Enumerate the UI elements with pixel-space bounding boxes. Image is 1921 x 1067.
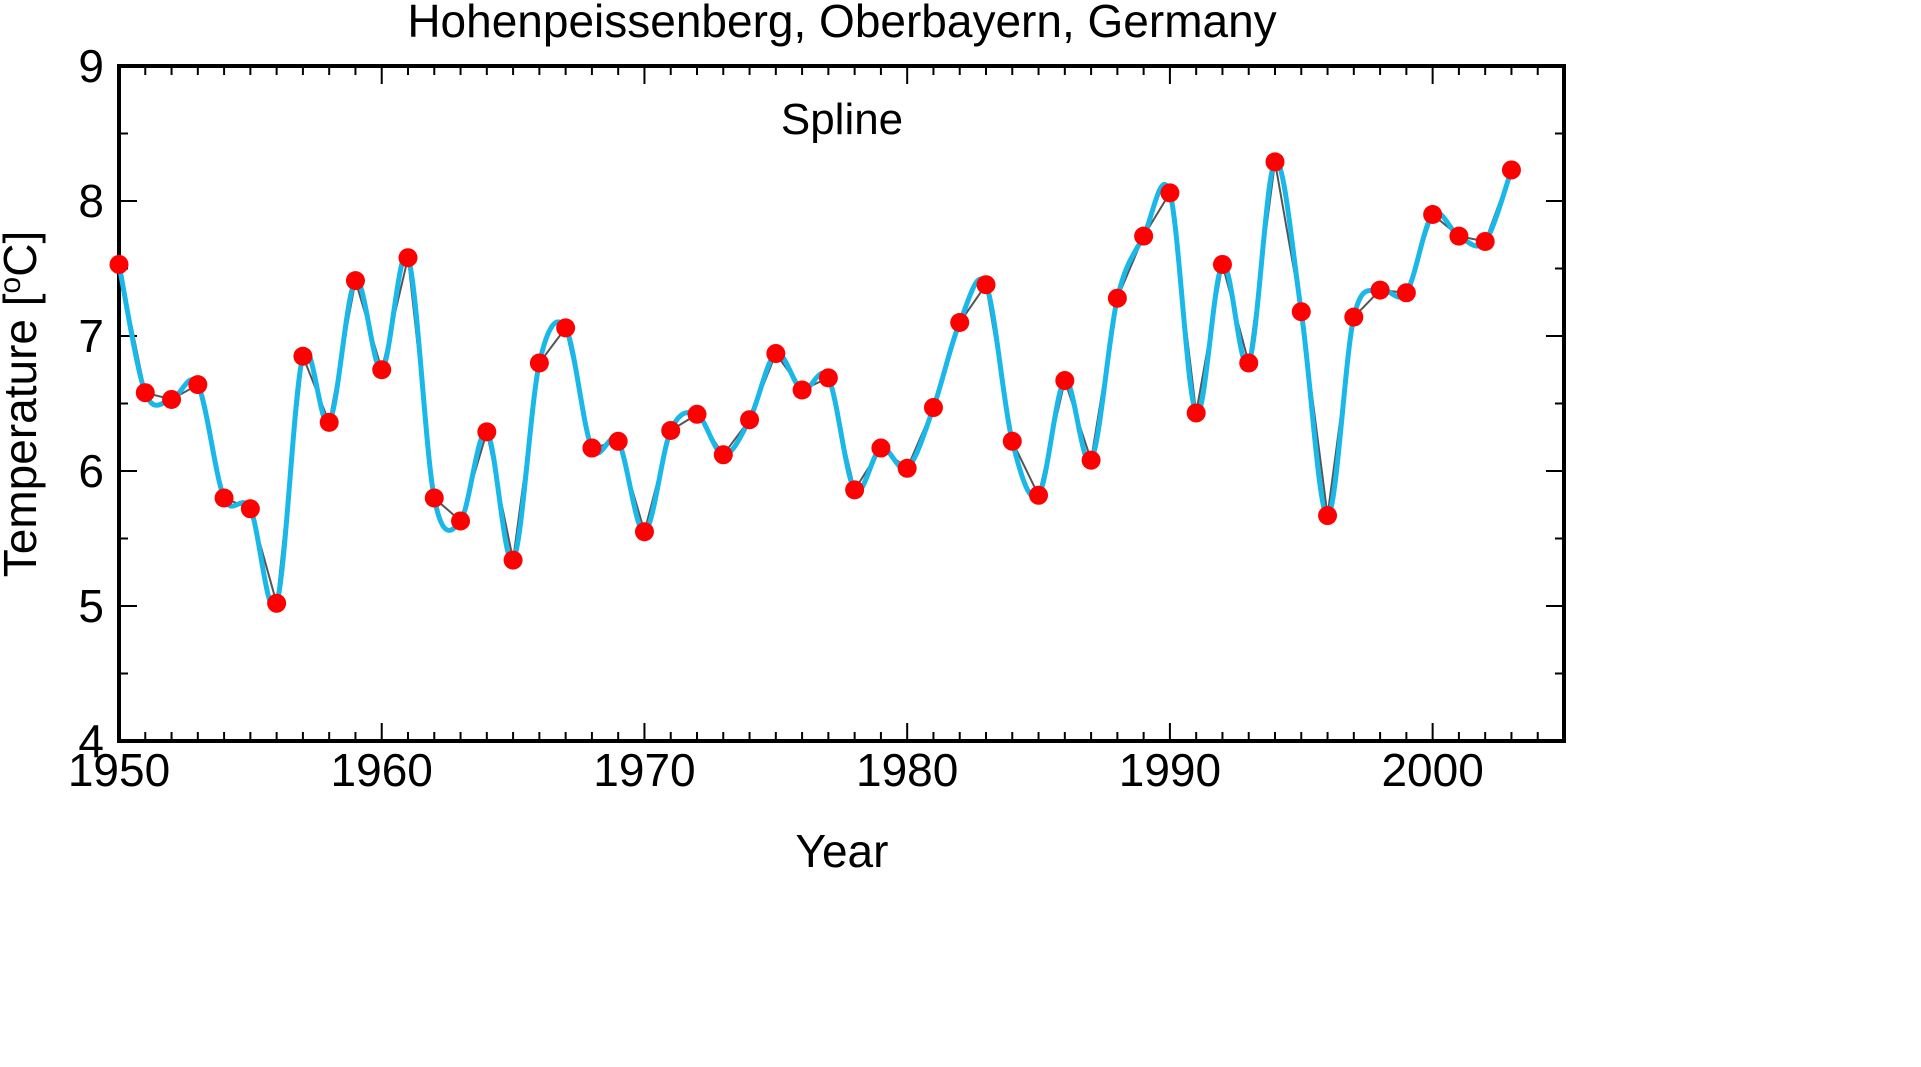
x-tick-label: 1960 [331,744,433,796]
y-tick-label: 8 [78,175,104,227]
data-point [1449,226,1469,246]
data-point [1107,288,1127,308]
data-point [109,254,129,274]
data-point [1475,232,1495,251]
data-point [503,550,523,570]
data-point [1081,450,1101,470]
data-point [556,318,576,338]
data-markers [109,152,1521,613]
x-tick-labels: 1950 1960 1970 1980 1990 2000 [68,744,1484,796]
data-point [1291,302,1311,322]
y-axis-label-superscript: o [0,277,27,294]
data-point [740,410,760,430]
y-tick-label: 9 [78,40,104,92]
data-point [818,368,838,388]
data-point [451,511,471,531]
data-point [1370,280,1390,300]
data-point [582,438,602,458]
data-point [976,275,996,295]
data-point [766,344,786,364]
x-tick-label: 1990 [1119,744,1221,796]
data-point [1344,307,1364,327]
y-tick-label: 4 [78,715,104,767]
data-point [661,421,681,440]
y-axis-label-end: C] [0,231,46,277]
data-point [345,271,365,291]
y-axis-label: Temperature [oC] [0,231,46,577]
data-point [372,360,392,380]
y-tick-label: 5 [78,580,104,632]
data-point [713,445,733,465]
data-point [1002,431,1022,451]
x-axis-label: Year [796,825,889,877]
x-tick-label: 1980 [856,744,958,796]
x-tick-label: 1950 [68,744,170,796]
data-point [1265,152,1285,172]
y-tick-label: 7 [78,310,104,362]
data-point [1318,506,1338,526]
data-point [1212,254,1232,274]
data-point [1029,485,1049,505]
data-point [897,458,917,478]
data-point [845,480,865,500]
data-point [398,248,418,268]
data-point [1239,353,1259,373]
data-point [1055,371,1075,391]
y-tick-labels: 4 5 6 7 8 9 [78,40,104,767]
data-point [1501,160,1521,180]
data-point [923,398,943,418]
data-point [529,353,549,373]
data-point [1186,403,1206,423]
data-point [135,383,155,403]
data-point [1423,205,1443,224]
data-point [188,375,208,395]
data-point [424,488,444,508]
data-point [319,412,339,432]
data-point [477,422,497,442]
data-point [687,404,707,424]
data-point [950,313,970,332]
y-tick-label: 6 [78,445,104,497]
data-point [792,380,812,400]
data-point [162,389,182,409]
y-axis-label-main: Temperature [ [0,293,46,577]
data-point [1134,226,1154,246]
chart-title: Hohenpeissenberg, Oberbayern, Germany [407,0,1276,47]
data-point [293,346,313,366]
data-point [267,593,287,613]
axis-ticks [118,65,1565,742]
x-tick-label: 1970 [593,744,695,796]
data-point [214,488,234,508]
data-point [240,499,260,519]
data-point [871,438,891,458]
data-point [1160,183,1180,203]
spline-annotation: Spline [781,95,903,144]
data-point [608,431,628,451]
data-point [1396,283,1416,303]
x-tick-label: 2000 [1381,744,1483,796]
data-point [634,522,654,542]
